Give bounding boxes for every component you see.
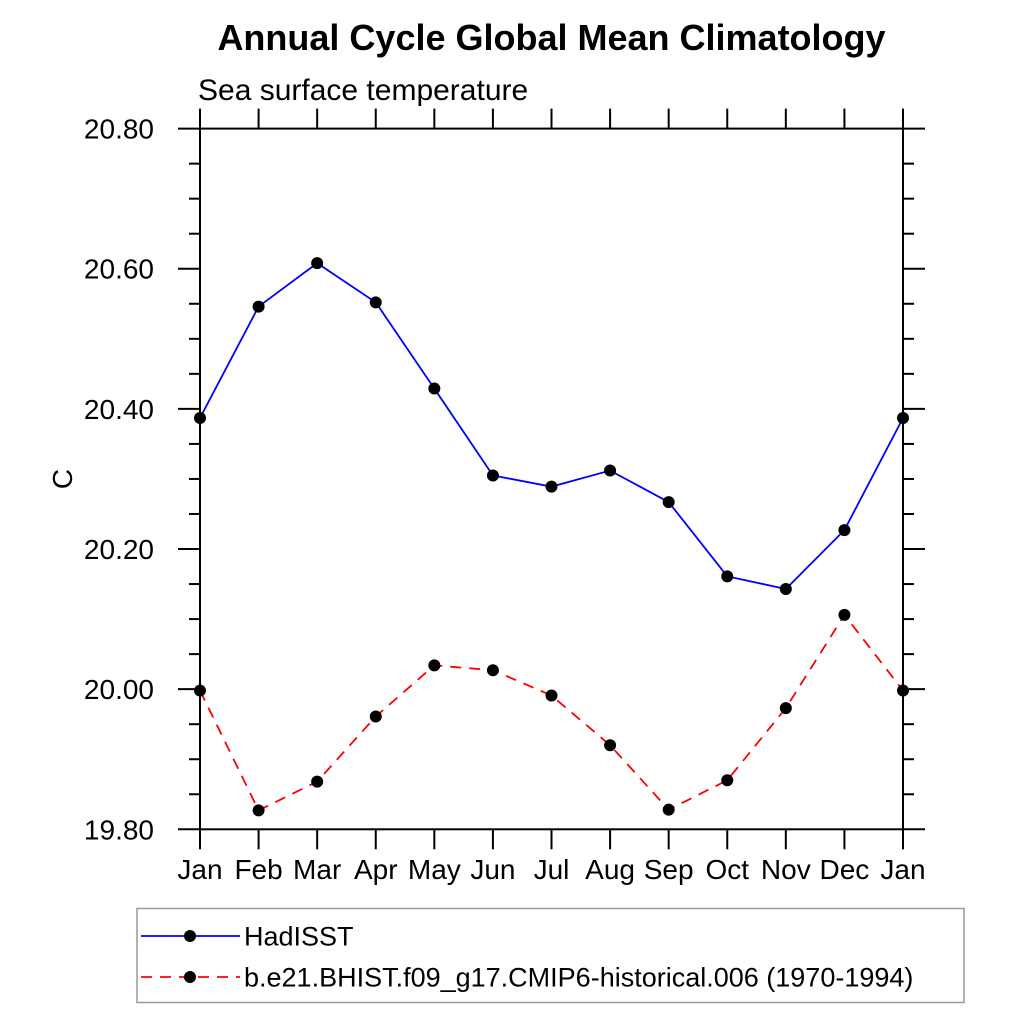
data-point: [252, 300, 265, 313]
data-point: [486, 469, 499, 482]
x-tick-label: Jul: [534, 854, 570, 885]
x-axis-ticks: [199, 108, 904, 850]
data-point: [194, 411, 206, 424]
data-point: [721, 774, 734, 787]
series-group: [194, 257, 909, 817]
data-point: [897, 411, 909, 424]
data-point: [194, 684, 206, 697]
legend-label-hadisst: HadISST: [244, 922, 354, 952]
legend: HadISST b.e21.BHIST.f09_g17.CMIP6-histor…: [136, 907, 965, 1004]
data-point: [779, 702, 792, 715]
legend-marker-icon: [184, 930, 196, 942]
y-tick-label: 20.40: [84, 394, 154, 425]
y-tick-label: 19.80: [84, 814, 154, 845]
x-tick-label: Jun: [470, 854, 515, 885]
data-point: [252, 804, 265, 817]
x-tick-label: Feb: [234, 854, 282, 885]
data-point: [311, 257, 324, 270]
data-point: [369, 710, 382, 723]
series-line-0: [199, 262, 904, 590]
x-tick-label: Jan: [177, 854, 222, 885]
x-tick-label: Oct: [705, 854, 749, 885]
data-point: [838, 524, 851, 537]
x-tick-label: Apr: [354, 854, 398, 885]
y-axis-ticks: [178, 127, 925, 831]
data-point: [662, 803, 675, 816]
y-tick-label: 20.60: [84, 254, 154, 285]
x-tick-label: Dec: [820, 854, 870, 885]
data-point: [428, 659, 441, 672]
data-point: [311, 775, 324, 788]
data-point: [721, 570, 734, 583]
legend-box: [136, 907, 965, 1004]
data-point: [545, 689, 558, 702]
chart-title: Annual Cycle Global Mean Climatology: [217, 17, 885, 58]
x-tick-label: Mar: [293, 854, 341, 885]
data-point: [428, 382, 441, 395]
data-point: [604, 739, 617, 752]
y-tick-label: 20.80: [84, 114, 154, 145]
data-point: [897, 684, 909, 697]
data-point: [486, 664, 499, 677]
y-tick-label: 20.00: [84, 674, 154, 705]
chart-subtitle: Sea surface temperature: [198, 74, 528, 107]
data-point: [779, 582, 792, 595]
plot-frame: [199, 127, 904, 831]
x-axis-labels: Jan Feb Mar Apr May Jun Jul Aug Sep Oct Nov Dec Jan: [177, 854, 925, 885]
y-tick-label: 20.20: [84, 534, 154, 565]
x-tick-label: May: [408, 854, 461, 885]
series-line-1: [199, 613, 904, 812]
x-tick-label: Jan: [880, 854, 925, 885]
x-tick-label: Sep: [644, 854, 694, 885]
y-axis-labels: 19.80 20.00 20.20 20.40 20.60 20.80: [84, 114, 154, 846]
data-point: [604, 464, 617, 477]
data-point: [838, 608, 851, 621]
data-point: [545, 480, 558, 493]
x-tick-label: Aug: [585, 854, 635, 885]
x-tick-label: Nov: [761, 854, 811, 885]
legend-label-model: b.e21.BHIST.f09_g17.CMIP6-historical.006…: [244, 963, 913, 993]
data-point: [662, 496, 675, 509]
y-axis-title: C: [47, 469, 78, 489]
legend-marker-icon: [184, 971, 196, 983]
data-point: [369, 296, 382, 309]
